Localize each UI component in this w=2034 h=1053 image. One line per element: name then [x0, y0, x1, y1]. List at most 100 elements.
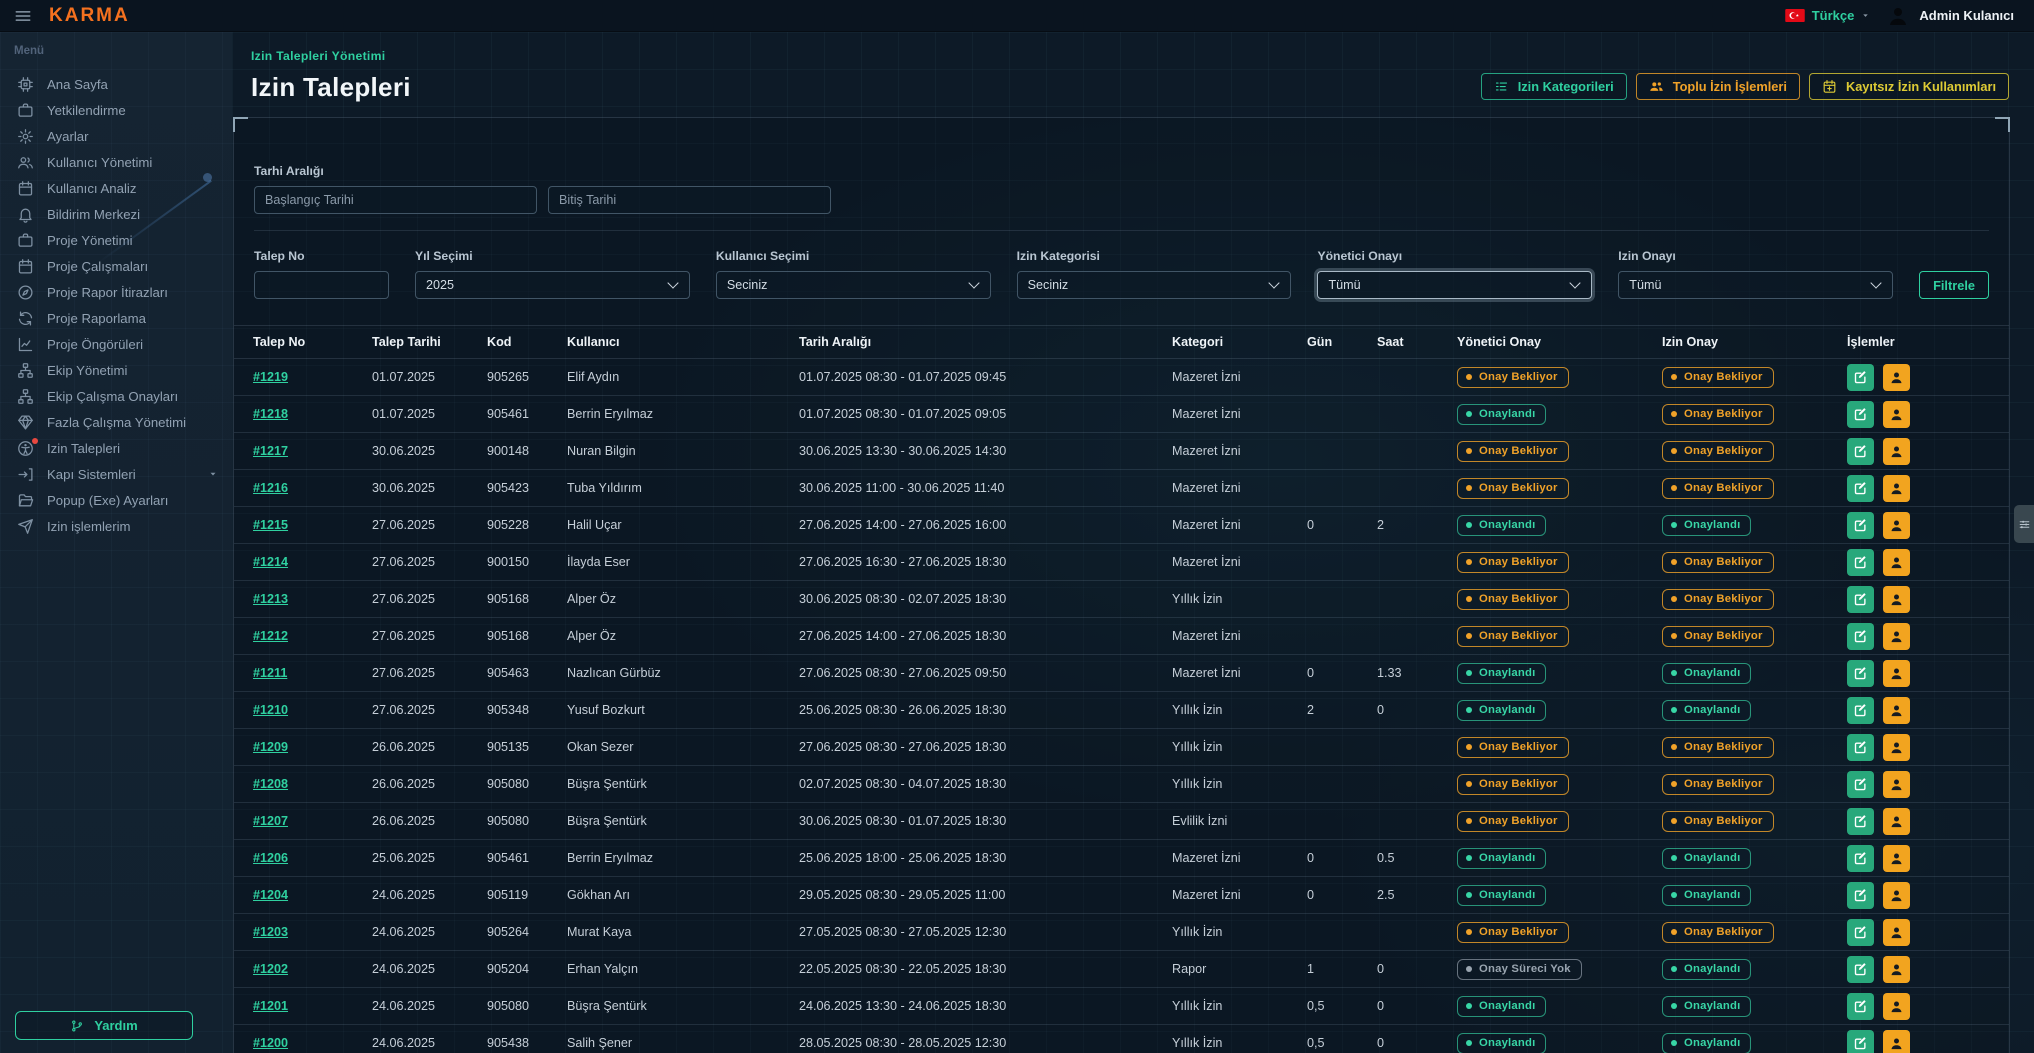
user-detail-button[interactable] — [1883, 992, 1910, 1020]
user-detail-button[interactable] — [1883, 1029, 1910, 1053]
page-action-button[interactable]: Kayıtsız İzin Kullanımları — [1808, 73, 2009, 100]
leave-approval-select[interactable]: Tümü — [1618, 271, 1894, 299]
user-detail-button[interactable] — [1883, 548, 1910, 576]
user-detail-button[interactable] — [1883, 770, 1910, 798]
edit-button[interactable] — [1847, 585, 1874, 613]
manager-approval-cell: Onay Bekliyor — [1457, 543, 1662, 581]
status-dot — [1466, 411, 1472, 417]
user-detail-button[interactable] — [1883, 881, 1910, 909]
sidebar-item[interactable]: Ayarlar — [0, 123, 232, 149]
sidebar-item[interactable]: Fazla Çalışma Yönetimi — [0, 409, 232, 435]
sidebar-item[interactable]: Proje Raporlama — [0, 305, 232, 331]
request-link[interactable]: #1216 — [253, 481, 289, 495]
edit-button[interactable] — [1847, 437, 1874, 465]
edit-button[interactable] — [1847, 807, 1874, 835]
sidebar-item[interactable]: Proje Öngörüleri — [0, 331, 232, 357]
sidebar-item[interactable]: Ana Sayfa — [0, 71, 232, 97]
page-action-button[interactable]: Izin Kategorileri — [1480, 73, 1627, 100]
request-link[interactable]: #1203 — [253, 925, 289, 939]
help-button[interactable]: Yardım — [15, 1011, 193, 1040]
edit-button[interactable] — [1847, 844, 1874, 872]
request-link[interactable]: #1204 — [253, 888, 289, 902]
user-detail-button[interactable] — [1883, 474, 1910, 502]
status-badge: Onaylandı — [1662, 1032, 1752, 1053]
table-row: #1212 27.06.2025 905168 Alper Öz 27.06.2025 … — [234, 617, 2009, 655]
sidebar-item[interactable]: Izin Talepleri — [0, 435, 232, 461]
edit-button[interactable] — [1847, 881, 1874, 909]
edit-button[interactable] — [1847, 474, 1874, 502]
request-link[interactable]: #1202 — [253, 962, 289, 976]
end-date-input[interactable] — [548, 186, 831, 214]
request-link[interactable]: #1208 — [253, 777, 289, 791]
edit-button[interactable] — [1847, 918, 1874, 946]
edit-button[interactable] — [1847, 659, 1874, 687]
request-link[interactable]: #1212 — [253, 629, 289, 643]
sidebar-item[interactable]: Kullanıcı Analiz — [0, 175, 232, 201]
sidebar-item[interactable]: Proje Yönetimi — [0, 227, 232, 253]
request-link[interactable]: #1201 — [253, 999, 289, 1013]
sidebar-item[interactable]: Yetkilendirme — [0, 97, 232, 123]
user-detail-button[interactable] — [1883, 696, 1910, 724]
edit-button[interactable] — [1847, 511, 1874, 539]
user-detail-button[interactable] — [1883, 844, 1910, 872]
request-link[interactable]: #1218 — [253, 407, 289, 421]
filter-button[interactable]: Filtrele — [1919, 271, 1990, 299]
edit-button[interactable] — [1847, 1029, 1874, 1053]
hour-cell: 0 — [1377, 691, 1457, 729]
user-detail-button[interactable] — [1883, 437, 1910, 465]
request-link[interactable]: #1215 — [253, 518, 289, 532]
request-link[interactable]: #1217 — [253, 444, 289, 458]
edit-button[interactable] — [1847, 955, 1874, 983]
day-cell — [1307, 395, 1377, 433]
request-link[interactable]: #1209 — [253, 740, 289, 754]
sidebar-item[interactable]: Bildirim Merkezi — [0, 201, 232, 227]
edit-button[interactable] — [1847, 548, 1874, 576]
user-detail-button[interactable] — [1883, 955, 1910, 983]
menu-icon[interactable] — [14, 7, 32, 25]
language-selector[interactable]: Türkçe — [1784, 8, 1871, 23]
edit-button[interactable] — [1847, 770, 1874, 798]
request-link[interactable]: #1213 — [253, 592, 289, 606]
request-link[interactable]: #1211 — [253, 666, 288, 680]
request-link[interactable]: #1207 — [253, 814, 289, 828]
category-select[interactable]: Seciniz — [1016, 271, 1292, 299]
category-cell: Yıllık İzin — [1172, 987, 1307, 1025]
user-detail-button[interactable] — [1883, 659, 1910, 687]
request-date: 30.06.2025 — [372, 432, 487, 470]
edit-button[interactable] — [1847, 363, 1874, 391]
sidebar-item[interactable]: Kapı Sistemleri — [0, 461, 232, 487]
edit-button[interactable] — [1847, 622, 1874, 650]
edit-button[interactable] — [1847, 696, 1874, 724]
user-detail-button[interactable] — [1883, 585, 1910, 613]
page-action-button[interactable]: Toplu İzin İşlemleri — [1635, 73, 1800, 100]
start-date-input[interactable] — [254, 186, 537, 214]
sidebar-item[interactable]: Proje Rapor İtirazları — [0, 279, 232, 305]
user-menu[interactable]: Admin Kulanıcı — [1886, 4, 2014, 28]
year-select[interactable]: 2025 — [415, 271, 690, 299]
user-detail-button[interactable] — [1883, 918, 1910, 946]
sidebar-item[interactable]: Proje Çalışmaları — [0, 253, 232, 279]
sidebar-item[interactable]: Izin işlemlerim — [0, 513, 232, 539]
sidebar-item[interactable]: Kullanıcı Yönetimi — [0, 149, 232, 175]
manager-approval-select[interactable]: Tümü — [1317, 271, 1593, 299]
user-detail-button[interactable] — [1883, 400, 1910, 428]
request-link[interactable]: #1210 — [253, 703, 289, 717]
request-link[interactable]: #1206 — [253, 851, 289, 865]
settings-flyout-tab[interactable] — [2014, 505, 2034, 543]
user-detail-button[interactable] — [1883, 807, 1910, 835]
request-link[interactable]: #1200 — [253, 1036, 289, 1050]
user-detail-button[interactable] — [1883, 733, 1910, 761]
request-link[interactable]: #1219 — [253, 370, 289, 384]
user-detail-button[interactable] — [1883, 363, 1910, 391]
edit-button[interactable] — [1847, 733, 1874, 761]
user-detail-button[interactable] — [1883, 511, 1910, 539]
user-select[interactable]: Seciniz — [715, 271, 991, 299]
request-link[interactable]: #1214 — [253, 555, 289, 569]
request-no-input[interactable] — [254, 271, 389, 299]
sidebar-item[interactable]: Ekip Çalışma Onayları — [0, 383, 232, 409]
edit-button[interactable] — [1847, 400, 1874, 428]
edit-button[interactable] — [1847, 992, 1874, 1020]
user-detail-button[interactable] — [1883, 622, 1910, 650]
sidebar-item[interactable]: Ekip Yönetimi — [0, 357, 232, 383]
sidebar-item[interactable]: Popup (Exe) Ayarları — [0, 487, 232, 513]
